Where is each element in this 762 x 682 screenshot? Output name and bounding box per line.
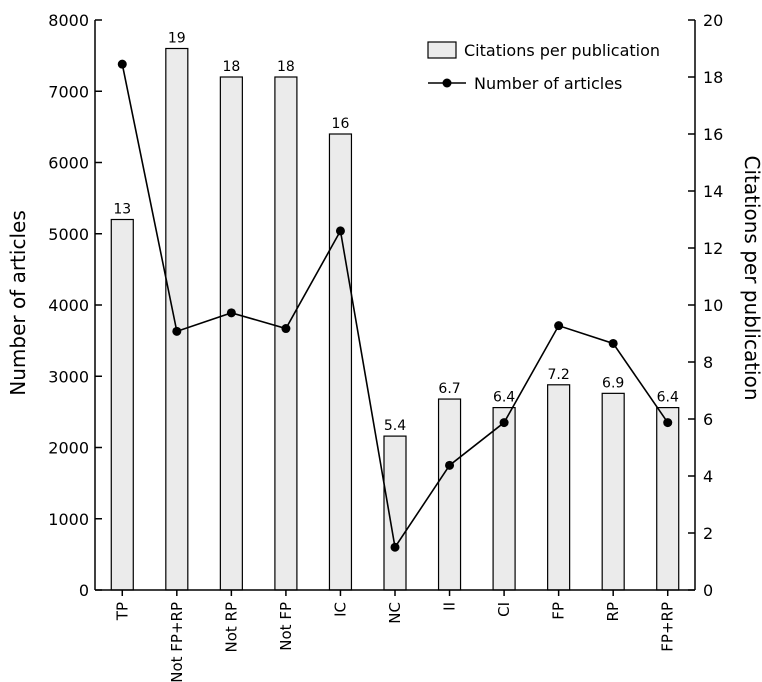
category-label: Not FP [277,602,295,651]
articles-point [226,308,236,318]
category-label: TP [113,602,131,621]
left-tick-label: 5000 [48,225,89,244]
left-tick-label: 4000 [48,296,89,315]
bar-data-label: 7.2 [548,367,570,383]
left-axis-title: Number of articles [6,210,30,396]
right-tick-label: 4 [703,467,713,486]
bar [547,384,571,591]
category-label: Not RP [222,602,240,653]
articles-point [445,460,455,470]
category-label: II [441,602,459,611]
axes-group: 0 1000 2000 3000 4000 5000 6000 7000 8000 0 2 4 6 8 10… [48,11,723,682]
right-tick-label: 2 [703,524,713,543]
right-tick-label: 16 [703,125,723,144]
left-tick-label: 6000 [48,154,89,173]
bar-data-label: 18 [222,59,240,75]
left-tick-label: 8000 [48,11,89,30]
bar [110,218,134,591]
bar-data-label: 6.9 [602,375,624,391]
bar-data-label: 19 [168,31,186,47]
category-label: RP [604,602,622,621]
articles-point [172,326,182,336]
right-tick-label: 14 [703,182,723,201]
category-label: NC [386,602,404,624]
left-tick-label: 7000 [48,82,89,101]
right-tick-label: 0 [703,581,713,600]
bar [219,76,243,591]
bar [274,76,298,591]
bars-group [110,47,680,591]
articles-point [608,338,618,348]
bar-data-label: 18 [277,59,295,75]
right-tick-label: 8 [703,353,713,372]
legend-line-label: Number of articles [474,74,622,93]
articles-point [554,321,564,331]
bar [656,407,680,591]
bar-data-label: 13 [113,202,131,218]
category-label: CI [495,602,513,617]
legend-bar-label: Citations per publication [464,41,660,60]
right-axis-title: Citations per publication [740,155,762,400]
articles-point [663,418,673,428]
bar-data-label: 5.4 [384,418,406,434]
articles-point [390,542,400,552]
category-label: Not FP+RP [168,602,186,682]
bar [328,133,353,591]
articles-point [281,324,291,334]
legend: Citations per publication Number of arti… [427,41,660,93]
bar [437,398,462,591]
articles-point [499,418,509,428]
left-tick-label: 0 [79,581,89,600]
bar-data-label: 16 [332,116,350,132]
right-tick-label: 6 [703,410,713,429]
left-tick-label: 1000 [48,510,89,529]
category-label: FP [550,602,568,620]
legend-line-marker [442,78,452,88]
right-tick-label: 12 [703,239,723,258]
bar [601,392,625,591]
bar-data-label: 6.4 [493,390,515,406]
bar-data-label: 6.7 [438,381,460,397]
right-tick-label: 10 [703,296,723,315]
right-tick-label: 18 [703,68,723,87]
legend-bar-swatch [427,41,457,59]
category-label: FP+RP [659,602,677,652]
articles-point [117,59,127,69]
left-tick-label: 2000 [48,439,89,458]
category-label: IC [331,602,349,617]
articles-line-group [117,59,673,552]
articles-point [335,226,345,236]
left-tick-label: 3000 [48,367,89,386]
bar-data-label: 6.4 [657,390,679,406]
right-tick-label: 20 [703,11,723,30]
bar [492,407,516,591]
bar-labels-group: 13 19 18 18 16 5.4 6.7 6.4 7.2 6.9 6.4 [113,31,679,435]
bar [165,47,189,591]
bar [383,435,407,591]
